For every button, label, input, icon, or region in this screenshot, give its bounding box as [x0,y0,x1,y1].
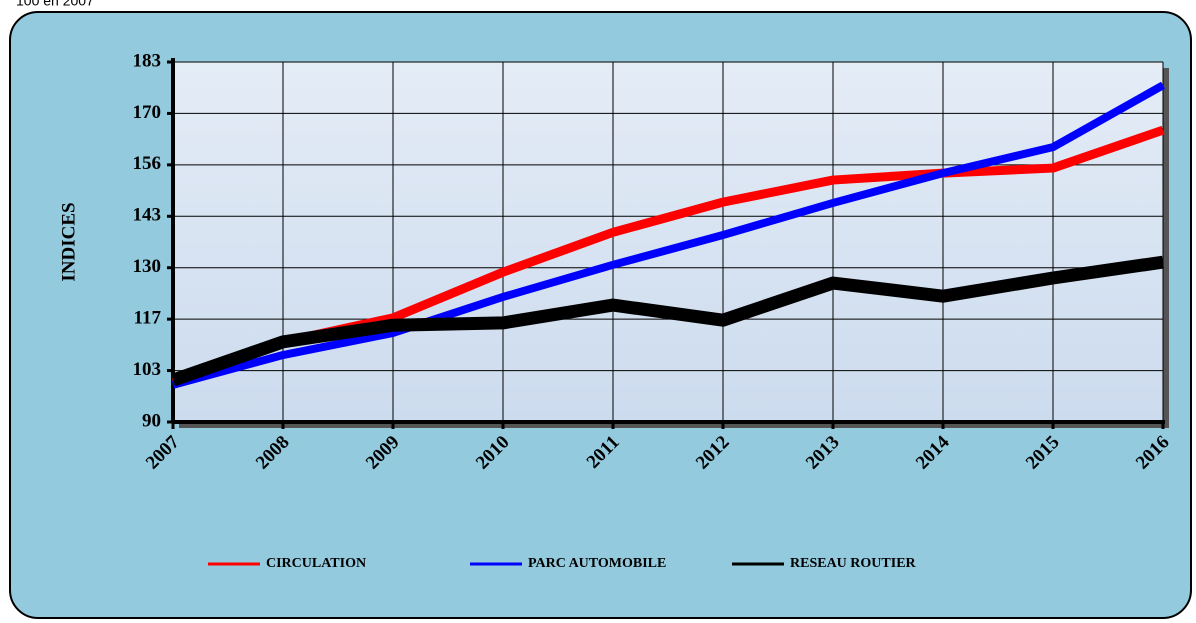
y-tick-label: 156 [133,153,162,174]
legend-label: RESEAU ROUTIER [790,556,917,571]
y-tick-label: 130 [133,256,162,277]
y-tick-label: 103 [133,359,162,380]
line-series [170,255,1164,387]
legend-label: CIRCULATION [266,556,366,571]
legend-label: PARC AUTOMOBILE [528,556,666,571]
y-axis-label: INDICES [58,202,79,281]
y-tick-label: 183 [133,50,162,71]
subtitle: 100 en 2007 [16,0,94,9]
plot-area [173,62,1163,422]
y-tick-label: 170 [133,102,162,123]
y-tick-label: 117 [134,308,162,329]
y-tick-label: 143 [133,205,162,226]
y-tick-label: 90 [142,410,161,431]
line-series [171,81,1165,389]
